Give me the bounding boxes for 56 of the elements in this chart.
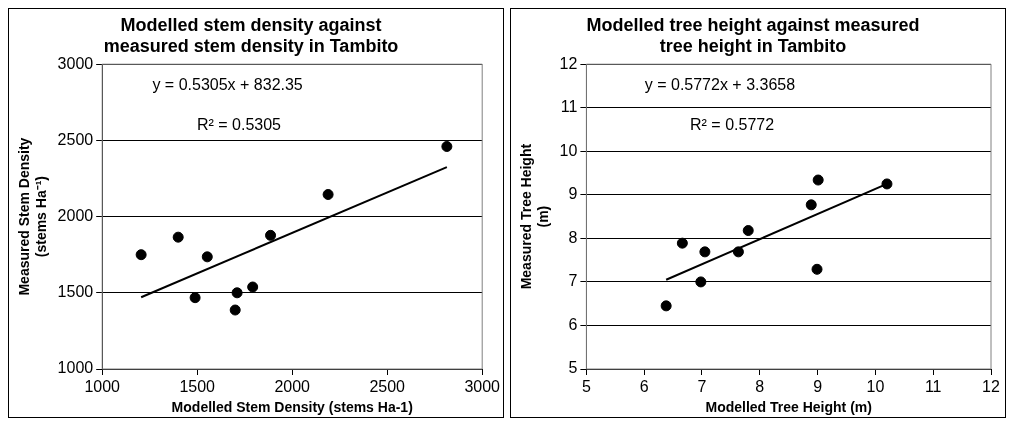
x-axis-title: Modelled Tree Height (m)	[705, 399, 872, 416]
point	[135, 249, 147, 261]
x-tick-label: 11	[924, 378, 942, 396]
y-tick-label: 9	[568, 185, 578, 203]
point	[732, 246, 744, 258]
x-tick-label: 9	[813, 378, 823, 396]
x-axis-title: Modelled Stem Density (stems Ha-1)	[171, 399, 413, 416]
annotation: R² = 0.5772	[690, 115, 775, 133]
point	[742, 225, 754, 237]
annotation: y = 0.5772x + 3.3658	[644, 75, 796, 93]
y-tick-label: 1000	[57, 359, 94, 377]
y-tick-label: 12	[559, 54, 578, 72]
point	[322, 189, 334, 200]
point	[699, 246, 711, 258]
x-tick-label: 3000	[464, 378, 501, 396]
y-tick-label: 7	[568, 272, 578, 290]
point	[660, 300, 672, 312]
x-tick-label: 6	[639, 378, 649, 396]
point	[811, 263, 823, 275]
y-tick-label: 8	[568, 228, 578, 246]
point	[676, 237, 688, 249]
y-axis-title: Measured Tree Height (m)	[518, 143, 552, 290]
y-tick-label: 1500	[57, 283, 94, 301]
point	[247, 281, 259, 293]
point	[265, 229, 277, 241]
point	[881, 178, 893, 190]
chart-title: Modelled stem density against measured stem density in Tambito	[103, 14, 399, 57]
annotation: y = 0.5305x + 832.35	[152, 75, 303, 93]
x-tick-label: 2000	[274, 378, 311, 396]
x-tick-label: 1000	[84, 378, 121, 396]
x-tick-label: 2500	[369, 378, 406, 396]
chart-title: Modelled tree height against measured tree height in Tambito	[586, 14, 920, 57]
point	[189, 292, 201, 304]
point	[812, 174, 824, 186]
y-tick-label: 11	[560, 98, 578, 116]
x-tick-label: 5	[581, 378, 591, 396]
y-tick-label: 3000	[57, 54, 94, 72]
point	[441, 141, 453, 152]
x-tick-label: 12	[982, 378, 1000, 396]
x-tick-label: 1500	[179, 378, 216, 396]
y-tick-label: 5	[568, 359, 578, 377]
x-tick-label: 7	[697, 378, 707, 396]
x-tick-label: 10	[866, 378, 885, 396]
point	[805, 199, 817, 211]
point	[231, 287, 243, 299]
y-tick-label: 2000	[57, 207, 94, 225]
point	[172, 231, 184, 243]
y-tick-label: 10	[559, 141, 578, 159]
point	[695, 276, 707, 288]
annotation: R² = 0.5305	[196, 115, 282, 133]
y-tick-label: 6	[568, 315, 578, 333]
x-tick-label: 8	[755, 378, 765, 396]
y-axis-title: Measured Stem Density (stems Ha⁻¹)	[16, 137, 50, 296]
point	[201, 251, 213, 263]
point	[229, 304, 241, 316]
y-tick-label: 2500	[57, 130, 94, 148]
